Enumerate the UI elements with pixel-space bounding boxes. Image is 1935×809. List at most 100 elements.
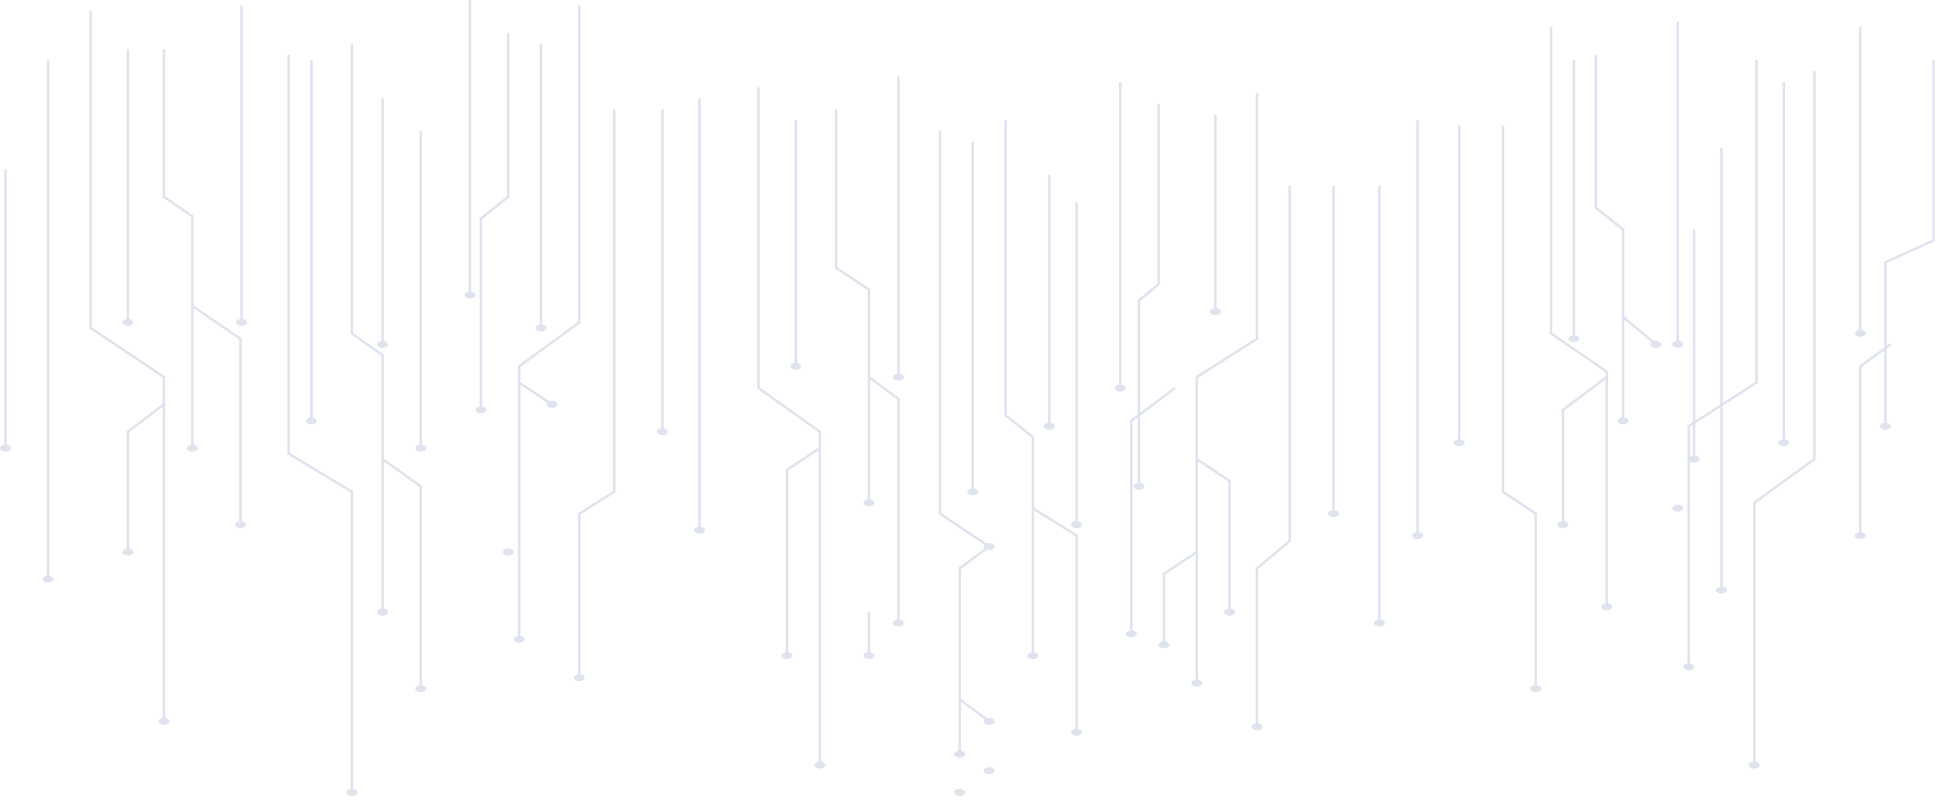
circuit-trace [1032, 507, 1078, 733]
circuit-trace [126, 403, 165, 552]
circuit-pad [781, 652, 793, 660]
circuit-pad [1133, 482, 1145, 490]
circuit-pad [1125, 630, 1137, 638]
circuit-trace [1594, 54, 1625, 421]
circuit-pad [892, 619, 904, 627]
circuit-pad [1373, 619, 1385, 627]
circuit-pad [513, 635, 525, 643]
circuit-pad [1650, 340, 1662, 348]
circuit-trace [1622, 316, 1657, 346]
circuit-trace [1130, 387, 1176, 634]
circuit-pad [535, 324, 547, 332]
circuit-pad [186, 444, 198, 452]
circuit-trace [1255, 185, 1291, 727]
circuit-pad [346, 788, 358, 796]
circuit-pad [954, 750, 966, 758]
circuit-pad [1043, 422, 1055, 430]
circuit-trace [958, 698, 990, 723]
circuit-trace [1859, 343, 1892, 536]
circuit-pad [1879, 422, 1891, 430]
circuit-trace [1195, 92, 1259, 684]
circuit-trace [785, 447, 821, 656]
circuit-pad [790, 362, 802, 370]
circuit-pad [1224, 608, 1236, 616]
circuit-pad [656, 428, 668, 436]
circuit-pad [1683, 663, 1695, 671]
circuit-pad [1854, 532, 1866, 540]
circuit-trace [1753, 71, 1816, 766]
circuit-pad [415, 444, 427, 452]
circuit-pad [122, 548, 134, 556]
circuit-trace [868, 376, 900, 623]
circuit-pad [377, 608, 389, 616]
circuit-pad [464, 291, 476, 299]
circuit-pad [1748, 761, 1760, 769]
circuit-trace [287, 54, 354, 793]
circuit-trace [479, 32, 510, 410]
circuit-trace [578, 109, 616, 678]
circuit-pad [694, 526, 705, 534]
circuit-trace [834, 109, 871, 503]
circuit-pad [0, 444, 11, 452]
circuit-pad [1688, 455, 1700, 463]
circuit-trace [1196, 458, 1231, 613]
circuit-pad [1328, 510, 1339, 518]
circuit-pad [158, 717, 170, 725]
circuit-trace [1884, 60, 1935, 427]
circuit-pad [1071, 728, 1083, 736]
circuit-pad [814, 761, 826, 769]
circuit-trace [1501, 125, 1537, 689]
circuit-pad [967, 488, 979, 496]
circuit-trace [757, 87, 822, 766]
circuit-pad [415, 685, 427, 693]
circuit-pad [1601, 603, 1613, 611]
circuit-pad [983, 717, 995, 725]
circuit-pad [1114, 384, 1126, 392]
circuit-pad [1191, 679, 1203, 687]
circuit-trace [518, 381, 553, 406]
circuit-trace [162, 49, 194, 449]
circuit-pad [1672, 340, 1684, 348]
circuit-pad [1209, 308, 1221, 315]
circuit-trace [1162, 550, 1198, 645]
circuit-pad [122, 318, 134, 326]
circuit-trace [1687, 60, 1758, 667]
circuit-pad [1854, 329, 1866, 337]
circuit-pad [863, 499, 875, 507]
circuit-pad [1716, 586, 1727, 594]
circuit-trace [381, 458, 423, 689]
circuit-pad [573, 674, 585, 682]
circuit-pad [546, 400, 558, 408]
circuit-pad [1557, 521, 1569, 529]
circuit-pad [1778, 439, 1790, 447]
circuit-pad [1672, 504, 1684, 512]
circuit-pad [1617, 417, 1629, 425]
circuit-pad [1251, 723, 1263, 731]
circuit-pad [235, 521, 246, 529]
circuit-pad [1568, 335, 1580, 343]
circuit-trace [958, 545, 990, 755]
circuit-trace [191, 304, 242, 525]
circuit-pad [1453, 439, 1465, 447]
circuit-trace [1137, 103, 1160, 487]
circuit-pad [1071, 521, 1083, 529]
circuit-pad [1027, 652, 1039, 660]
circuit-pad [377, 340, 389, 348]
circuit-pad [475, 406, 487, 414]
circuit-trace [1004, 120, 1035, 656]
circuit-trace [89, 10, 166, 722]
circuit-pad [42, 575, 54, 583]
circuit-pad [892, 373, 904, 381]
circuit-pad [983, 767, 995, 775]
circuit-trace [350, 43, 384, 613]
circuit-pad [306, 417, 317, 425]
circuit-trace [517, 5, 581, 640]
circuit-pad [502, 548, 514, 556]
circuit-pad [1530, 685, 1542, 693]
circuit-pad [954, 788, 966, 796]
circuit-pad [1412, 532, 1424, 540]
circuit-trace [1549, 27, 1608, 607]
circuit-trace [1561, 376, 1608, 525]
circuit-pad [863, 652, 875, 660]
